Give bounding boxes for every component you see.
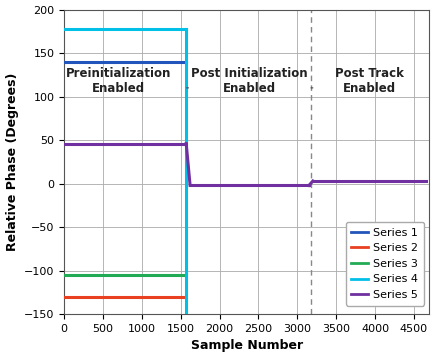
X-axis label: Sample Number: Sample Number: [191, 339, 302, 352]
Text: Post Track
Enabled: Post Track Enabled: [335, 67, 403, 95]
Text: Post Initialization
Enabled: Post Initialization Enabled: [191, 67, 307, 95]
Text: Preinitialization
Enabled: Preinitialization Enabled: [66, 67, 171, 95]
Legend: Series 1, Series 2, Series 3, Series 4, Series 5: Series 1, Series 2, Series 3, Series 4, …: [345, 222, 423, 306]
Y-axis label: Relative Phase (Degrees): Relative Phase (Degrees): [6, 73, 19, 251]
